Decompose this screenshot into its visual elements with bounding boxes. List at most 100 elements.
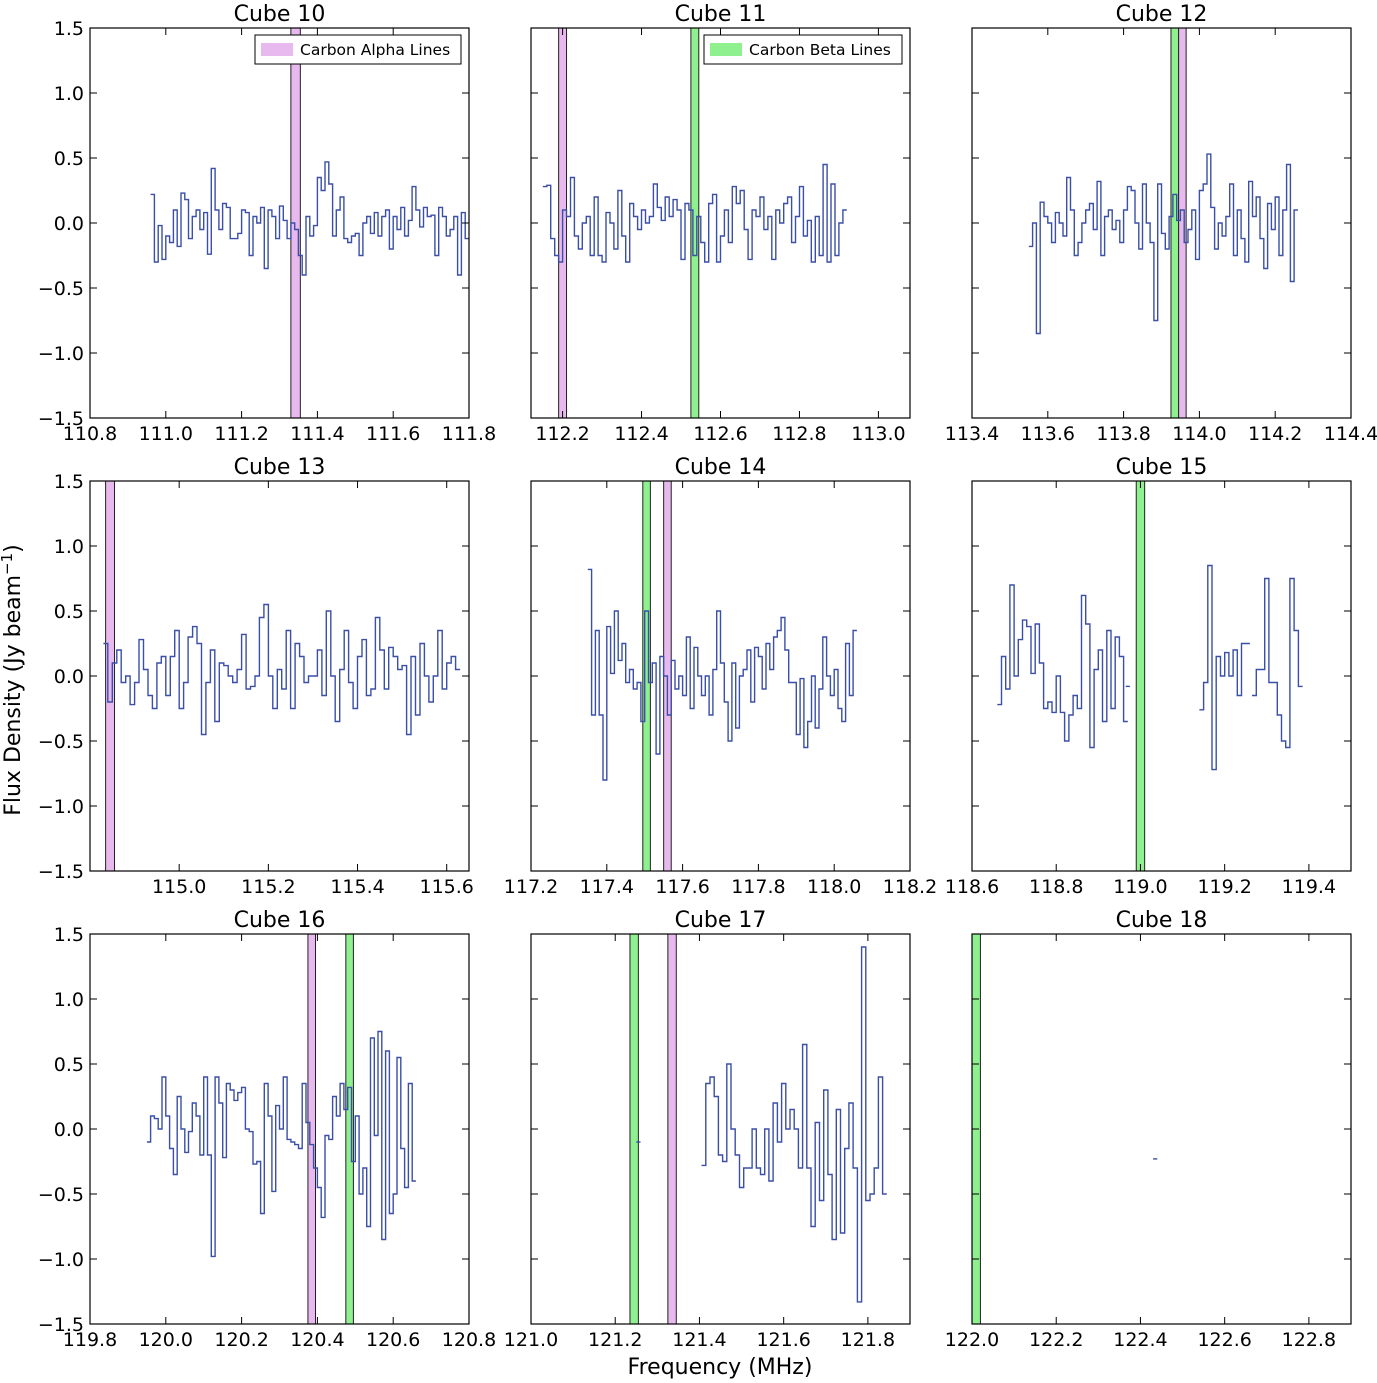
x-tick-label: 114.2 xyxy=(1248,423,1302,445)
x-tick-label: 112.2 xyxy=(535,423,589,445)
carbon-beta-band xyxy=(629,933,639,1325)
carbon-alpha-band xyxy=(105,480,116,872)
x-tick-label: 119.0 xyxy=(1113,876,1167,898)
carbon-beta-band xyxy=(1170,27,1180,419)
y-tick-label: 1.0 xyxy=(54,83,84,105)
x-tick-label: 120.0 xyxy=(139,1329,193,1351)
panel-title: Cube 12 xyxy=(1116,2,1208,27)
x-tick-label: 119.4 xyxy=(1282,876,1336,898)
x-tick-label: 111.2 xyxy=(214,423,268,445)
x-tick-label: 115.6 xyxy=(420,876,474,898)
panel-7: 119.8 120.0 120.2 120.4 120.6 120.8 −1.5 −1.0 −0… xyxy=(38,908,496,1351)
x-tick-label: 121.0 xyxy=(504,1329,558,1351)
x-tick-label: 120.2 xyxy=(214,1329,268,1351)
y-tick-label: 1.5 xyxy=(54,924,84,946)
carbon-beta-band xyxy=(345,933,354,1325)
x-axis-label: Frequency (MHz) xyxy=(628,1355,813,1380)
x-tick-label: 122.4 xyxy=(1113,1329,1167,1351)
x-tick-label: 121.8 xyxy=(841,1329,895,1351)
panel-3: 113.4 113.6 113.8 114.0 114.2 114.4 Cube 12 xyxy=(945,2,1377,445)
carbon-beta-band xyxy=(690,27,700,419)
spectrum-line xyxy=(150,161,469,276)
legend: Carbon Alpha Lines xyxy=(254,34,462,65)
y-tick-label: −1.5 xyxy=(38,408,84,430)
x-tick-label: 118.6 xyxy=(945,876,999,898)
x-tick-label: 110.8 xyxy=(63,423,117,445)
x-tick-label: 118.8 xyxy=(1029,876,1083,898)
x-tick-label: 121.6 xyxy=(756,1329,810,1351)
spectrum-line xyxy=(542,163,847,263)
spectrum-line xyxy=(1028,153,1298,335)
x-tick-label: 111.6 xyxy=(366,423,420,445)
x-tick-label: 112.4 xyxy=(614,423,668,445)
spectrum-line xyxy=(587,568,857,781)
x-tick-label: 115.0 xyxy=(152,876,206,898)
y-axis-label-text: Flux Density (Jy beam xyxy=(1,575,26,816)
legend-label: Carbon Alpha Lines xyxy=(300,41,450,59)
panel-4: 115.0 115.2 115.4 115.6 −1.5 −1.0 −0.5 0.0 0.5 1.… xyxy=(38,455,474,898)
legend-label: Carbon Beta Lines xyxy=(749,41,891,59)
panel-title: Cube 15 xyxy=(1116,455,1208,480)
y-tick-label: 1.5 xyxy=(54,18,84,40)
x-tick-label: 118.2 xyxy=(883,876,937,898)
legend: Carbon Beta Lines xyxy=(703,34,903,65)
y-tick-label: −1.5 xyxy=(38,1314,84,1336)
x-tick-label: 111.4 xyxy=(290,423,344,445)
panel-2: 112.2 112.4 112.6 112.8 113.0 Cube 11 Carbon B… xyxy=(530,2,911,445)
x-tick-label: 122.8 xyxy=(1282,1329,1336,1351)
plot-frame xyxy=(89,480,470,872)
spectrum-line xyxy=(1252,577,1303,749)
x-tick-label: 119.8 xyxy=(63,1329,117,1351)
carbon-alpha-band xyxy=(307,933,317,1325)
y-tick-label: 0.0 xyxy=(54,213,84,235)
x-tick-label: 113.6 xyxy=(1021,423,1075,445)
y-tick-label: −0.5 xyxy=(38,731,84,753)
panel-9: 122.0 122.2 122.4 122.6 122.8 Cube 18 xyxy=(945,908,1352,1351)
panel-1: 110.8 111.0 111.2 111.4 111.6 111.8 −1.5 −1.0 −0… xyxy=(38,2,496,445)
x-tick-label: 115.4 xyxy=(330,876,384,898)
spectrum-line xyxy=(146,1030,416,1258)
x-tick-label: 122.2 xyxy=(1029,1329,1083,1351)
x-tick-label: 111.8 xyxy=(442,423,496,445)
x-tick-label: 111.0 xyxy=(139,423,193,445)
spectrum-line xyxy=(103,603,461,736)
x-tick-label: 120.6 xyxy=(366,1329,420,1351)
carbon-alpha-band xyxy=(1178,27,1187,419)
x-tick-label: 120.8 xyxy=(442,1329,496,1351)
panel-title: Cube 13 xyxy=(234,455,326,480)
spectrum-line xyxy=(997,584,1128,749)
panel-title: Cube 16 xyxy=(234,908,326,933)
y-tick-label: −1.0 xyxy=(38,796,84,818)
panel-5: 117.2 117.4 117.6 117.8 118.0 118.2 Cube 14 xyxy=(504,455,937,898)
y-tick-label: 0.0 xyxy=(54,666,84,688)
x-tick-label: 112.6 xyxy=(693,423,747,445)
x-tick-label: 117.2 xyxy=(504,876,558,898)
x-tick-label: 122.6 xyxy=(1197,1329,1251,1351)
y-tick-label: 0.5 xyxy=(54,1054,84,1076)
y-tick-label: −1.0 xyxy=(38,1249,84,1271)
x-tick-label: 114.0 xyxy=(1172,423,1226,445)
y-axis-label: Flux Density (Jy beam−1) xyxy=(0,544,26,816)
panels: 110.8 111.0 111.2 111.4 111.6 111.8 −1.5 −1.0 −0… xyxy=(38,2,1377,1351)
x-tick-label: 122.0 xyxy=(945,1329,999,1351)
y-tick-label: −1.5 xyxy=(38,861,84,883)
y-tick-label: −0.5 xyxy=(38,1184,84,1206)
y-tick-label: −1.0 xyxy=(38,343,84,365)
legend-swatch xyxy=(710,43,742,56)
x-tick-label: 117.8 xyxy=(731,876,785,898)
y-axis-label-close: ) xyxy=(1,544,26,553)
x-tick-label: 117.4 xyxy=(580,876,634,898)
carbon-alpha-band xyxy=(667,933,677,1325)
panel-title: Cube 14 xyxy=(675,455,767,480)
x-tick-label: 113.4 xyxy=(945,423,999,445)
spectrum-line xyxy=(1199,564,1250,771)
y-tick-label: 0.5 xyxy=(54,148,84,170)
legend-swatch xyxy=(261,43,293,56)
plot-frame xyxy=(530,27,911,419)
legend-box xyxy=(703,34,903,65)
y-tick-label: 1.5 xyxy=(54,471,84,493)
x-tick-label: 114.4 xyxy=(1324,423,1377,445)
x-tick-label: 115.2 xyxy=(241,876,295,898)
carbon-beta-band xyxy=(1135,480,1146,872)
